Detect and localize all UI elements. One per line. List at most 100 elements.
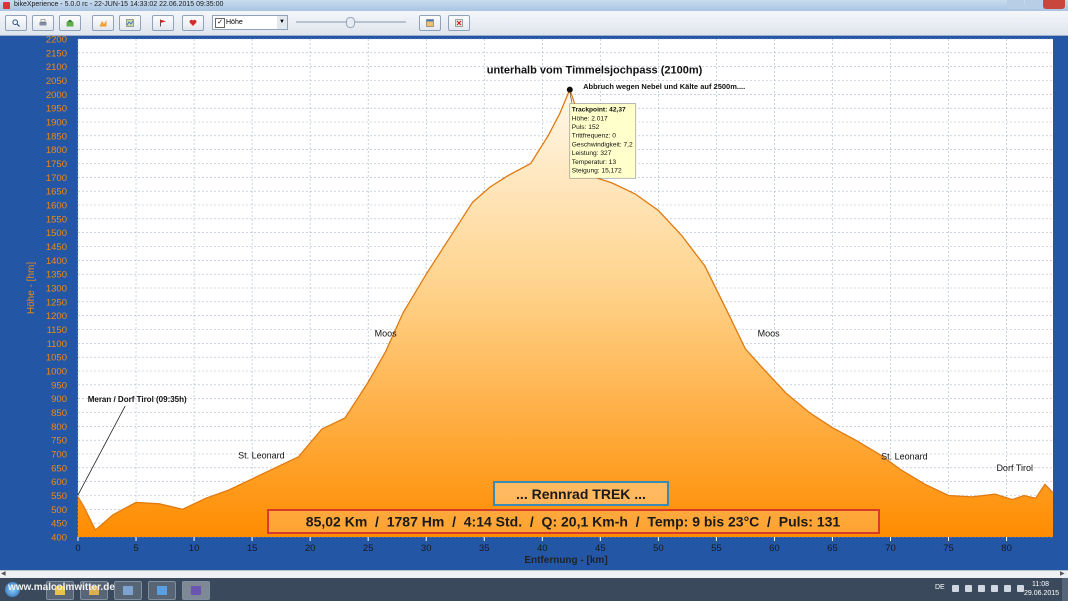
taskbar-app-monitor[interactable] — [114, 581, 142, 600]
bikexperience-icon — [191, 586, 201, 595]
elevation-area — [78, 89, 1053, 537]
profile-chart-icon — [99, 20, 107, 27]
tray-up-icon[interactable] — [952, 585, 959, 592]
x-tick-label: 50 — [653, 543, 664, 554]
file-manager-icon — [89, 586, 99, 595]
window-title: bikeXperience - 5.0.0 rc - 22-JUN-15 14:… — [14, 1, 224, 8]
y-tick-label: 950 — [51, 380, 67, 391]
y-tick-label: 1600 — [46, 201, 67, 212]
y-tick-label: 1200 — [46, 311, 67, 322]
triangle-app-icon — [157, 586, 167, 595]
x-tick-label: 25 — [363, 543, 374, 554]
y-tick-label: 1250 — [46, 297, 67, 308]
taskbar-app-triangle[interactable] — [148, 581, 176, 600]
y-tick-label: 900 — [51, 394, 67, 405]
y-tick-label: 1900 — [46, 118, 67, 129]
y-tick-label: 1950 — [46, 104, 67, 115]
summary-box: 85,02 Km / 1787 Hm / 4:14 Std. / Q: 20,1… — [267, 509, 880, 534]
y-tick-label: 1150 — [47, 325, 67, 336]
y-tick-label: 1650 — [46, 187, 67, 198]
y-tick-label: 850 — [51, 408, 67, 419]
tooltip-line: Temperatur: 13 — [572, 159, 617, 166]
x-tick-label: 30 — [421, 543, 432, 554]
tooltip-line: Steigung: 15,172 — [572, 168, 622, 175]
y-tick-label: 1850 — [46, 131, 67, 142]
minimize-button[interactable] — [1007, 0, 1024, 9]
layout-button[interactable] — [419, 15, 441, 31]
elevation-chart: 4004505005506006507007508008509009501000… — [26, 36, 1054, 566]
speaker-icon[interactable] — [1004, 585, 1011, 592]
screen-icon[interactable] — [978, 585, 985, 592]
folder-icon — [55, 586, 65, 595]
x-tick-label: 5 — [133, 543, 138, 554]
monitor-icon — [123, 586, 133, 595]
y-axis-label: Höhe - [hm] — [26, 262, 37, 314]
taskbar-app-bikexperience[interactable] — [182, 581, 210, 600]
x-tick-label: 55 — [711, 543, 722, 554]
tooltip-box — [569, 103, 637, 179]
y-tick-label: 1400 — [46, 256, 67, 267]
trackpoint-marker[interactable] — [566, 86, 573, 93]
tooltip-line: Geschwindigkeit: 7,2 — [572, 141, 633, 148]
watermark: www.malcolmwitter.de — [8, 582, 115, 593]
horizontal-scrollbar[interactable]: ◀ ▶ — [0, 570, 1068, 578]
metric-checkbox[interactable]: ✓ — [215, 18, 225, 28]
heart-button[interactable] — [182, 15, 204, 31]
annotation-label: Moos — [375, 328, 398, 338]
close-app-icon — [455, 19, 463, 27]
tooltip-line: Leistung: 327 — [572, 150, 612, 157]
printer-icon — [39, 19, 47, 26]
x-tick-label: 15 — [247, 543, 258, 554]
windows-flag-icon[interactable] — [965, 585, 972, 592]
bike-box: ... Rennrad TREK ... — [493, 481, 669, 506]
y-tick-label: 1800 — [46, 145, 67, 156]
clock-date[interactable]: 29.06.2015 — [1024, 590, 1060, 597]
annotation-label: Meran / Dorf Tirol (09:35h) — [88, 395, 187, 404]
tooltip-pointer — [569, 91, 573, 103]
battery-icon[interactable] — [1017, 585, 1024, 592]
tooltip-line: Höhe: 2.017 — [572, 115, 608, 122]
annotation-leader-line — [77, 405, 126, 496]
bike-label: ... Rennrad TREK ... — [516, 486, 646, 502]
x-tick-label: 65 — [827, 543, 838, 554]
scroll-right-icon[interactable]: ▶ — [1060, 571, 1065, 577]
map-button[interactable] — [119, 15, 141, 31]
maximize-button[interactable] — [1025, 0, 1042, 9]
export-button[interactable] — [59, 15, 81, 31]
x-tick-label: 10 — [189, 543, 200, 554]
taskbar-app-files[interactable] — [80, 581, 108, 600]
chevron-down-icon: ▼ — [277, 16, 287, 29]
y-tick-label: 550 — [51, 491, 67, 502]
profile-button[interactable] — [92, 15, 114, 31]
language-indicator[interactable]: DE — [935, 584, 945, 591]
zoom-button[interactable] — [5, 15, 27, 31]
taskbar-app-explorer[interactable] — [46, 581, 74, 600]
marker-button[interactable] — [152, 15, 174, 31]
y-tick-label: 1500 — [46, 228, 67, 239]
x-tick-label: 70 — [885, 543, 896, 554]
x-tick-label: 35 — [479, 543, 490, 554]
metric-select-label: Höhe — [226, 19, 243, 26]
tooltip-line: Puls: 152 — [572, 124, 600, 131]
metric-select[interactable]: ✓ Höhe ▼ — [212, 15, 288, 30]
y-tick-label: 2100 — [46, 62, 67, 73]
y-tick-label: 2200 — [46, 36, 67, 46]
exit-button[interactable] — [448, 15, 470, 31]
show-desktop-button[interactable] — [1062, 578, 1068, 601]
zoom-slider-thumb[interactable] — [346, 17, 355, 28]
y-tick-label: 500 — [51, 505, 67, 516]
clock-time[interactable]: 11:08 — [1032, 581, 1049, 588]
map-icon — [126, 19, 134, 27]
start-button[interactable] — [5, 582, 20, 597]
y-tick-label: 750 — [51, 436, 67, 447]
annotation-label: unterhalb vom Timmelsjochpass (2100m) — [487, 65, 703, 77]
heart-icon — [189, 19, 197, 26]
network-icon[interactable] — [991, 585, 998, 592]
chart-area: 400 450 500 550 600 650 700 750 800 850 900 950 1000… — [0, 36, 1068, 570]
chart-window-icon — [426, 19, 434, 27]
annotation-label: Dorf Tirol — [996, 463, 1033, 473]
print-button[interactable] — [32, 15, 54, 31]
y-tick-label: 1300 — [46, 284, 67, 295]
close-button[interactable] — [1043, 0, 1065, 9]
scroll-left-icon[interactable]: ◀ — [1, 571, 6, 577]
